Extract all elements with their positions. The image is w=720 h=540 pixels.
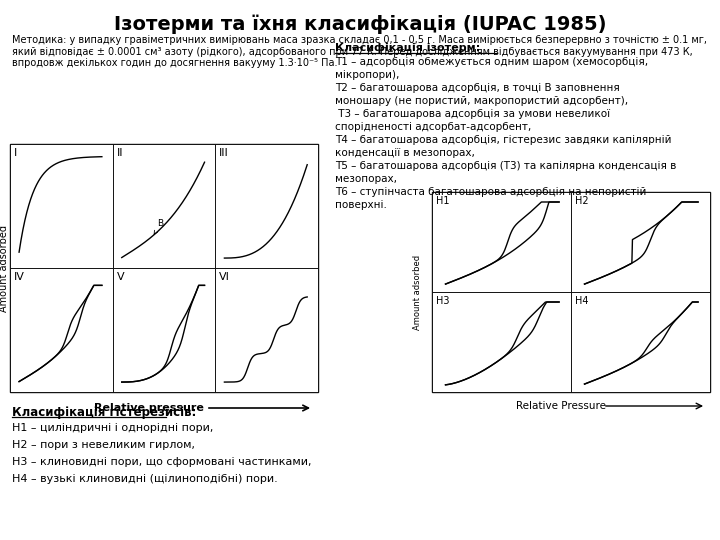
Text: Т4 – багатошарова адсорбція, гістерезис завдяки капілярній: Т4 – багатошарова адсорбція, гістерезис … [335,135,672,145]
Text: IV: IV [14,272,25,282]
Bar [571,192,710,292]
Text: Н2 – пори з невеликим гирлом,: Н2 – пори з невеликим гирлом, [12,440,195,450]
Text: моношару (не пористий, макропористий адсорбент),: моношару (не пористий, макропористий адс… [335,96,628,106]
Text: B: B [154,219,163,234]
Bar [10,144,318,392]
Bar [112,268,215,392]
Text: Т5 – багатошарова адсорбція (Т3) та капілярна конденсація в: Т5 – багатошарова адсорбція (Т3) та капі… [335,161,676,171]
Text: спорідненості адсорбат-адсорбент,: спорідненості адсорбат-адсорбент, [335,122,531,132]
Text: H2: H2 [575,196,589,206]
Text: Класифікація ізотерм:: Класифікація ізотерм: [335,43,480,53]
Bar [10,144,112,268]
Text: I: I [14,148,17,158]
Bar [10,268,112,392]
Text: H1: H1 [436,196,449,206]
Text: Amount adsorbed: Amount adsorbed [413,254,423,329]
Text: Н4 – вузькі клиновидні (щілиноподібні) пори.: Н4 – вузькі клиновидні (щілиноподібні) п… [12,474,278,484]
Bar [215,268,318,392]
Bar [432,192,710,392]
Bar [215,144,318,268]
Bar [432,192,571,292]
Text: Т2 – багатошарова адсорбція, в точці B заповнення: Т2 – багатошарова адсорбція, в точці B з… [335,83,620,93]
Bar [432,292,571,392]
Text: V: V [117,272,125,282]
Text: H4: H4 [575,296,588,306]
Bar [571,292,710,392]
Text: Т6 – ступінчаста багатошарова адсорбція на непористій: Т6 – ступінчаста багатошарова адсорбція … [335,187,647,197]
Text: Методика: у випадку гравіметричних вимірювань маса зразка складає 0,1 - 0,5 г. М: Методика: у випадку гравіметричних вимір… [12,35,707,68]
Text: Т3 – багатошарова адсорбція за умови невеликої: Т3 – багатошарова адсорбція за умови нев… [335,109,610,119]
Text: мезопорах,: мезопорах, [335,174,397,184]
Text: Класифікація гістерезисів:: Класифікація гістерезисів: [12,406,197,419]
Text: мікропори),: мікропори), [335,70,400,80]
Text: H3: H3 [436,296,449,306]
Text: поверхні.: поверхні. [335,200,387,210]
Text: Relative Pressure: Relative Pressure [516,401,606,411]
Text: VI: VI [220,272,230,282]
Text: Т1 – адсорбція обмежується одним шаром (хемосорбція,: Т1 – адсорбція обмежується одним шаром (… [335,57,648,67]
Text: Н1 – циліндричні і однорідні пори,: Н1 – циліндричні і однорідні пори, [12,423,213,433]
Text: Н3 – клиновидні пори, що сформовані частинками,: Н3 – клиновидні пори, що сформовані част… [12,457,312,467]
Bar [112,144,215,268]
Text: Ізотерми та їхня класифікація (IUPAC 1985): Ізотерми та їхня класифікація (IUPAC 198… [114,15,606,35]
Text: III: III [220,148,229,158]
Text: II: II [117,148,123,158]
Text: Amount adsorbed: Amount adsorbed [0,225,9,312]
Text: Relative pressure: Relative pressure [94,403,204,413]
Text: конденсації в мезопорах,: конденсації в мезопорах, [335,148,475,158]
